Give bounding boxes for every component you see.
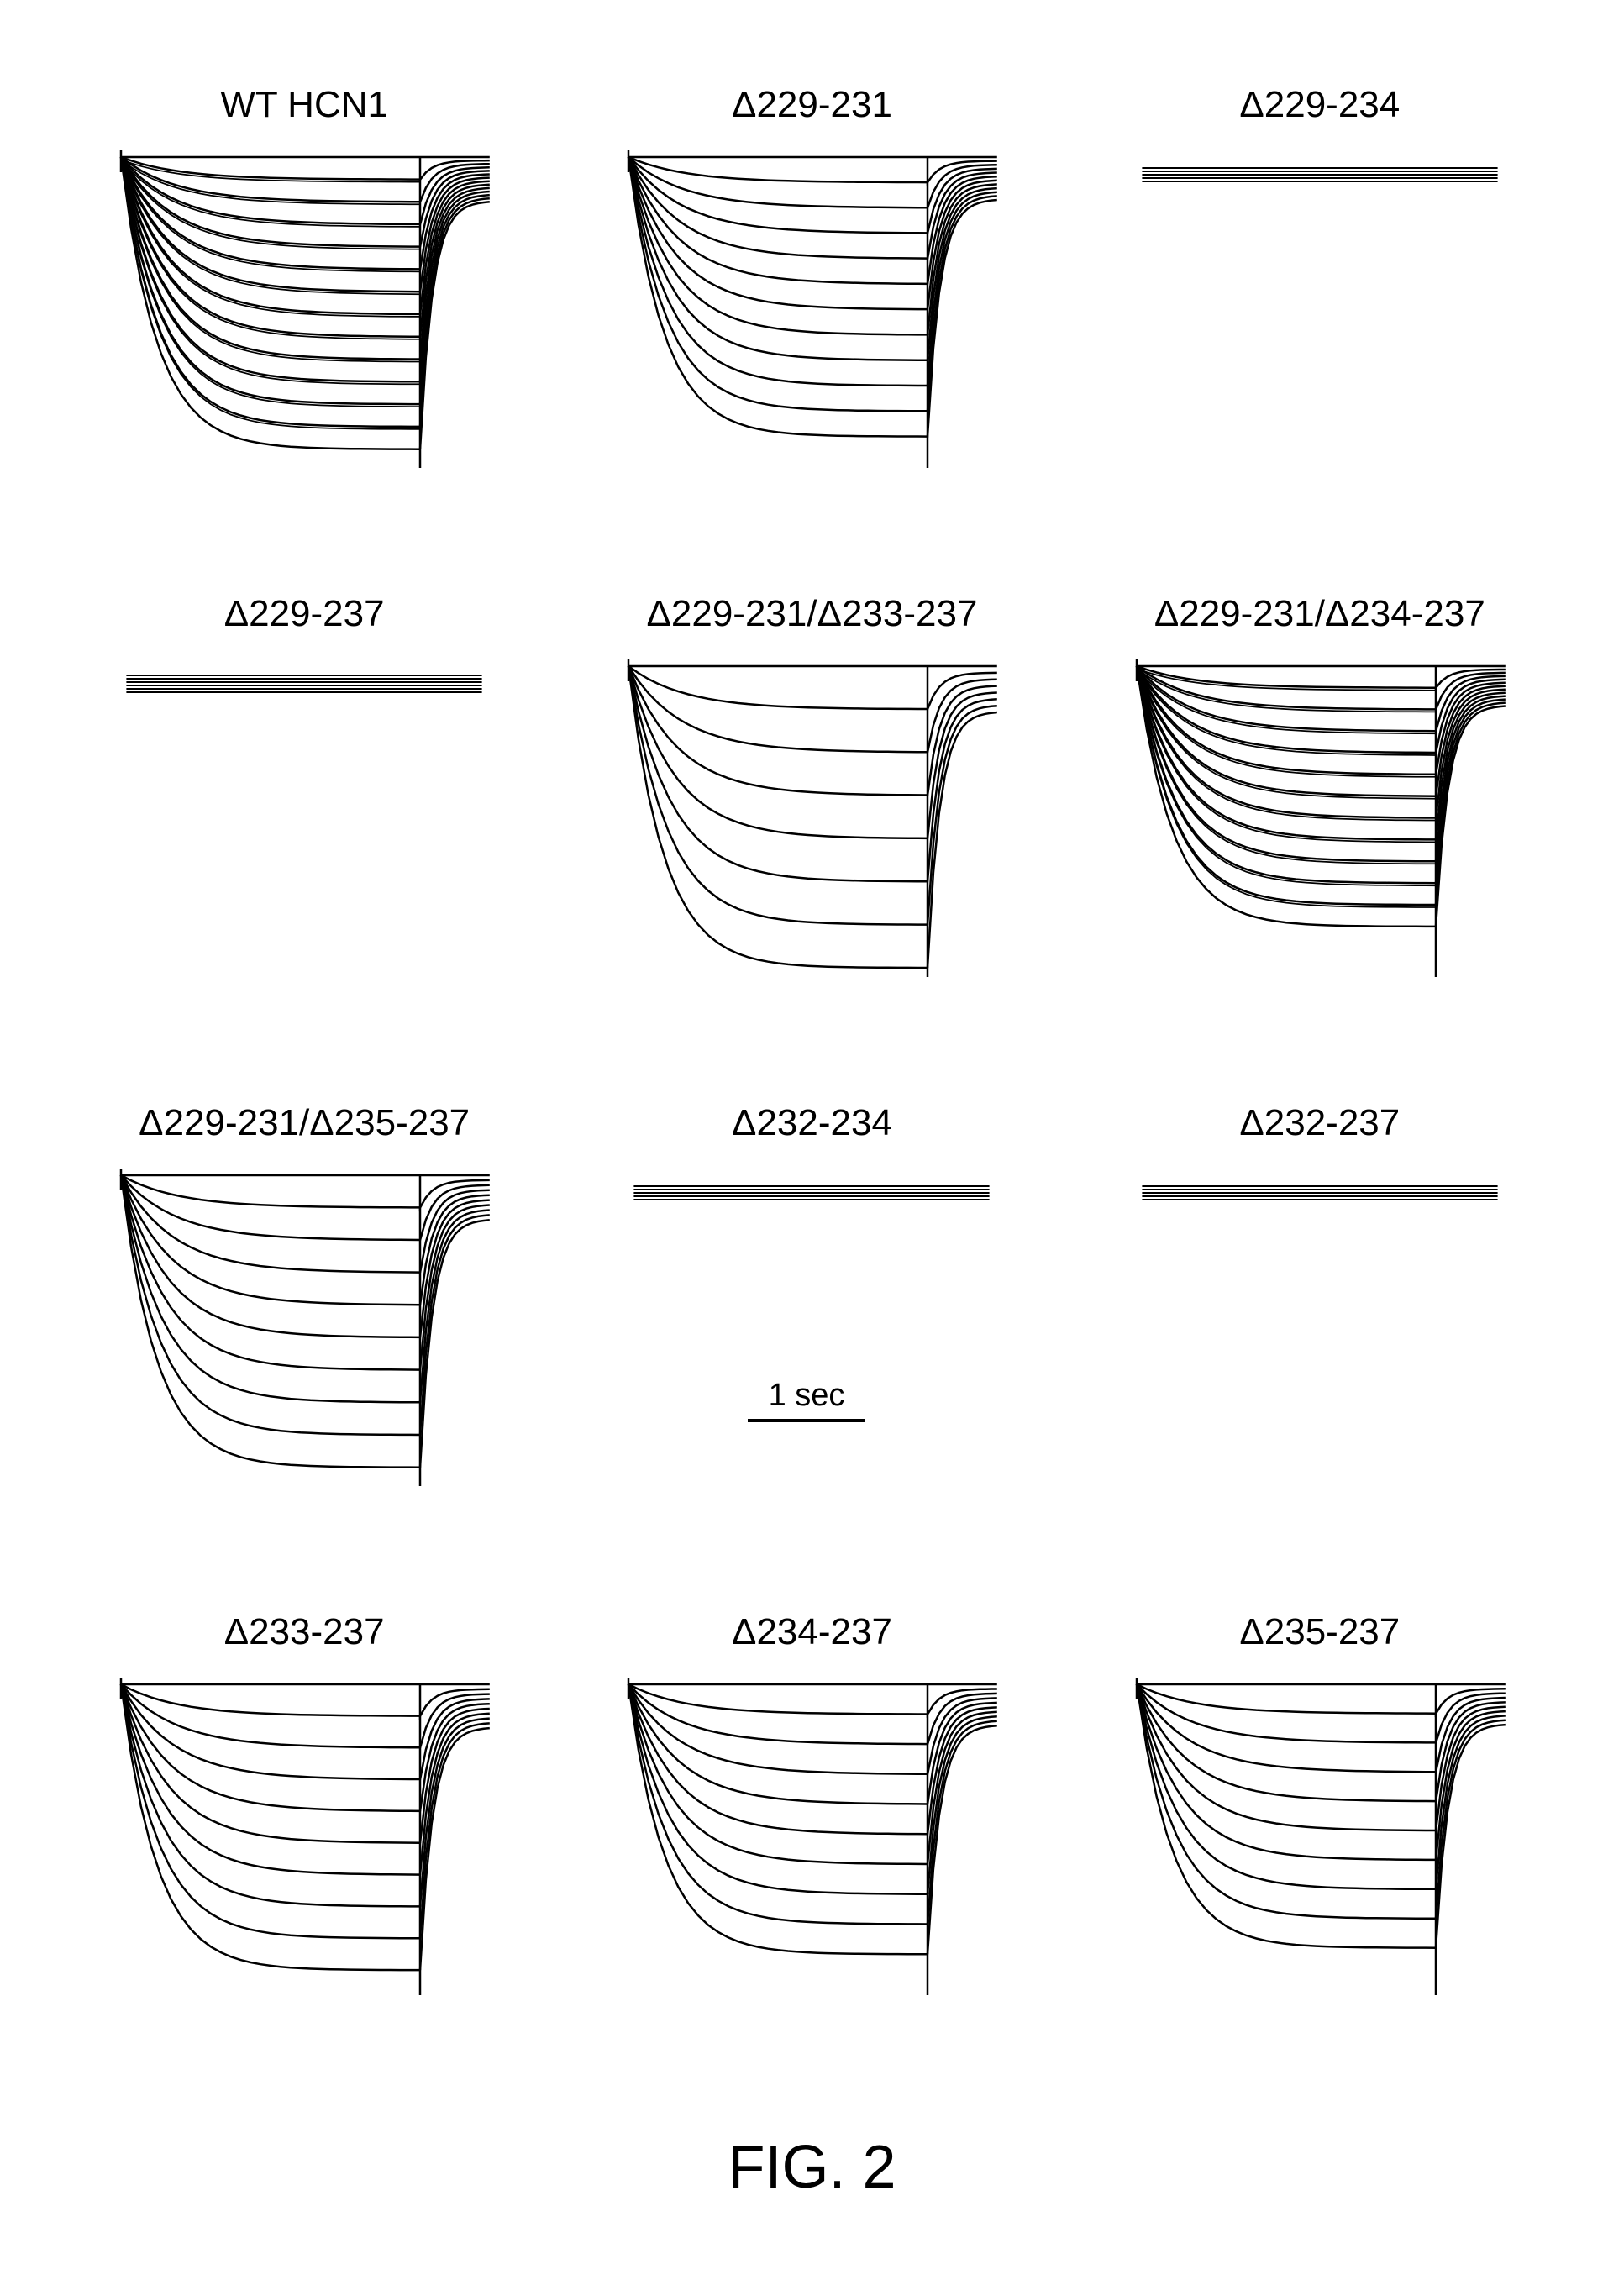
trace-plot <box>111 1158 497 1510</box>
panel-label: Δ229-231/Δ233-237 <box>647 593 978 635</box>
panel-d229-231: Δ229-231 <box>591 84 1032 492</box>
panel-label: Δ232-237 <box>1239 1102 1400 1144</box>
trace-plot <box>1127 1667 1513 2020</box>
trace-plot <box>1127 1158 1513 1510</box>
trace-plot <box>111 649 497 1001</box>
trace-plot <box>111 139 497 492</box>
figure-grid: WT HCN1 Δ229-231 Δ229-234 Δ229-237 Δ229-231/… <box>84 50 1540 2020</box>
panel-label: Δ232-234 <box>732 1102 892 1144</box>
panel-d234-237: Δ234-237 <box>591 1611 1032 2020</box>
panel-d235-237: Δ235-237 <box>1100 1611 1540 2020</box>
panel-d232-234: Δ232-234 <box>591 1102 1032 1510</box>
panel-label: Δ229-231/Δ235-237 <box>139 1102 470 1144</box>
panel-wt-hcn1: WT HCN1 <box>84 84 524 492</box>
panel-label: WT HCN1 <box>220 84 388 126</box>
panel-d233-237: Δ233-237 <box>84 1611 524 2020</box>
panel-d229-231-d234-237: Δ229-231/Δ234-237 <box>1100 593 1540 1001</box>
panel-d232-237: Δ232-237 <box>1100 1102 1540 1510</box>
panel-label: Δ235-237 <box>1239 1611 1400 1653</box>
panel-d229-234: Δ229-234 <box>1100 84 1540 492</box>
trace-plot <box>618 649 1005 1001</box>
trace-plot <box>618 139 1005 492</box>
trace-plot <box>111 1667 497 2020</box>
panel-d229-231-d233-237: Δ229-231/Δ233-237 <box>591 593 1032 1001</box>
figure-caption: FIG. 2 <box>728 2133 896 2202</box>
scale-bar-label: 1 sec <box>769 1378 845 1414</box>
scale-bar: 1 sec <box>748 1378 865 1422</box>
panel-d229-237: Δ229-237 <box>84 593 524 1001</box>
panel-label: Δ229-237 <box>224 593 385 635</box>
trace-plot <box>618 1667 1005 2020</box>
panel-label: Δ229-234 <box>1239 84 1400 126</box>
trace-plot <box>618 1158 1005 1510</box>
panel-label: Δ229-231 <box>732 84 892 126</box>
panel-label: Δ233-237 <box>224 1611 385 1653</box>
panel-d229-231-d235-237: Δ229-231/Δ235-237 <box>84 1102 524 1510</box>
trace-plot <box>1127 139 1513 492</box>
scale-bar-line <box>748 1419 865 1422</box>
trace-plot <box>1127 649 1513 1001</box>
panel-label: Δ234-237 <box>732 1611 892 1653</box>
panel-label: Δ229-231/Δ234-237 <box>1154 593 1485 635</box>
